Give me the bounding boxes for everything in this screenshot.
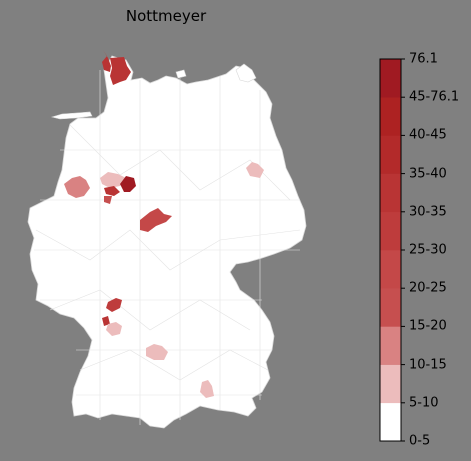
colorbar-tick-label: 35-40 (409, 166, 447, 182)
region-dahme-spreewald (246, 162, 264, 178)
region-steinfurt (64, 176, 90, 198)
colorbar-tick-label: 30-35 (409, 204, 447, 220)
region-enzkreis (106, 322, 122, 336)
map-title: Nottmeyer (125, 7, 207, 25)
colorbar-segment (380, 288, 401, 327)
colorbar-tick-label: 15-20 (409, 318, 447, 334)
baltic-island-fehmarn (175, 69, 187, 79)
colorbar-segment (380, 135, 401, 174)
colorbar-tick-label: 76.1 (409, 51, 438, 67)
colorbar-segment (380, 211, 401, 251)
region-herford (104, 186, 120, 196)
north-sea-islands (50, 111, 93, 120)
colorbar-tick-label: 45-76.1 (409, 89, 460, 105)
colorbar-tick-label: 10-15 (409, 357, 447, 373)
colorbar-tick-label: 5-10 (409, 395, 439, 411)
colorbar-tick-label: 0-5 (409, 433, 431, 449)
colorbar-tick-label: 20-25 (409, 280, 447, 296)
region-rosenheim (200, 380, 214, 398)
colorbar-tick-label: 40-45 (409, 127, 447, 143)
baltic-island-ruegen (235, 63, 257, 83)
region-rastatt (102, 316, 110, 326)
region-alb-donau (146, 344, 168, 360)
colorbar-segment (380, 326, 401, 365)
region-schleswig-flensburg (110, 57, 131, 85)
colorbar-segment (380, 173, 401, 213)
colorbar-segment (380, 364, 401, 404)
colorbar-segment (380, 402, 401, 442)
region-lippe (120, 176, 136, 192)
highlighted-districts (64, 50, 264, 398)
region-kassel (140, 208, 172, 232)
region-karlsruhe (106, 298, 122, 312)
colorbar-segment (380, 59, 401, 98)
colorbar-tick-label: 25-30 (409, 242, 447, 258)
colorbar-segment (380, 250, 401, 289)
region-minden-luebbecke (100, 172, 126, 188)
district-borders (34, 70, 301, 425)
colorbar (379, 58, 405, 442)
colorbar-segment (380, 97, 401, 136)
region-nordfriesland (102, 50, 111, 72)
region-hoexter-small (104, 196, 112, 204)
